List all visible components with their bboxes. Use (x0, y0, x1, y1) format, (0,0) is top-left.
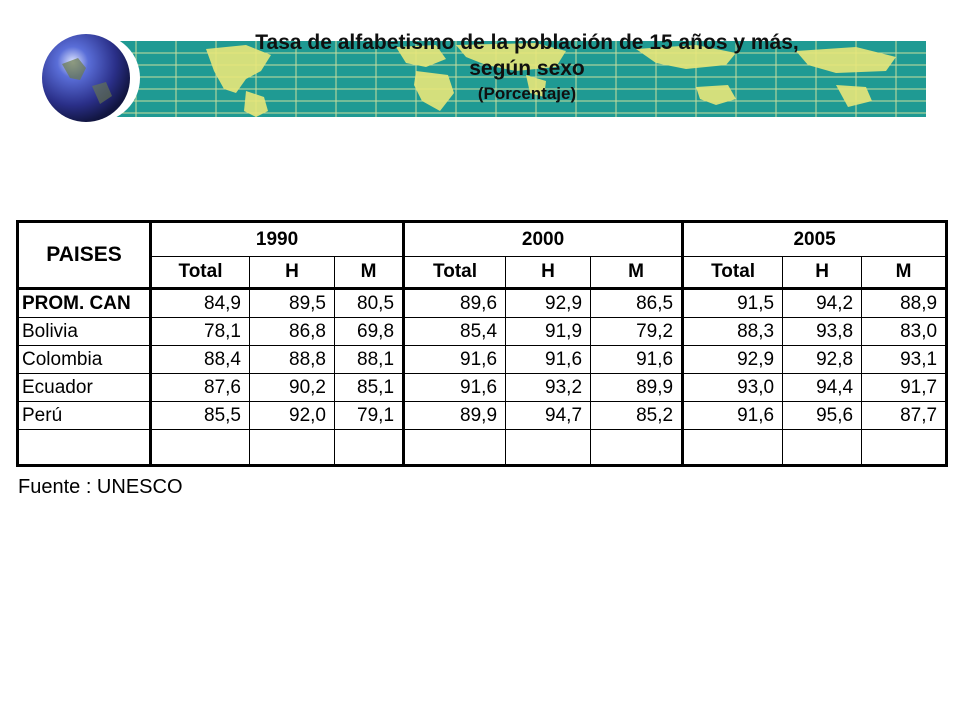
value-cell: 89,6 (405, 290, 507, 318)
empty-cell (862, 430, 945, 464)
value-cell: 91,6 (684, 402, 784, 430)
sub-header-m: M (335, 257, 406, 290)
value-cell: 88,1 (335, 346, 406, 374)
title-block: Tasa de alfabetismo de la población de 1… (112, 30, 942, 106)
country-cell: Bolivia (19, 318, 152, 346)
paises-header: PAISES (19, 223, 152, 290)
world-map-banner (96, 41, 926, 117)
sub-header-m: M (591, 257, 685, 290)
value-cell: 88,4 (152, 346, 250, 374)
country-cell: Ecuador (19, 374, 152, 402)
sub-header-h: H (250, 257, 335, 290)
year-header-2005: 2005 (684, 223, 946, 257)
value-cell: 93,0 (684, 374, 784, 402)
value-cell: 85,2 (591, 402, 685, 430)
value-cell: 93,8 (783, 318, 863, 346)
value-cell: 94,7 (506, 402, 592, 430)
value-cell: 83,0 (862, 318, 946, 346)
page-title-line2: según sexo (469, 57, 585, 80)
page-title: Tasa de alfabetismo de la población de 1… (255, 31, 799, 54)
value-cell: 94,2 (783, 290, 863, 318)
value-cell: 88,3 (684, 318, 784, 346)
empty-cell (335, 430, 406, 464)
sub-header-total: Total (405, 257, 507, 290)
value-cell: 86,5 (591, 290, 685, 318)
year-header-2000: 2000 (405, 223, 685, 257)
value-cell: 89,9 (591, 374, 685, 402)
value-cell: 90,2 (250, 374, 335, 402)
value-cell: 91,5 (684, 290, 784, 318)
sub-header-total: Total (684, 257, 784, 290)
value-cell: 88,9 (862, 290, 946, 318)
empty-cell (591, 430, 685, 464)
empty-table-row (19, 430, 945, 464)
value-cell: 84,9 (152, 290, 250, 318)
value-cell: 95,6 (783, 402, 863, 430)
country-cell: Perú (19, 402, 152, 430)
value-cell: 91,6 (405, 346, 507, 374)
value-cell: 89,9 (405, 402, 507, 430)
value-cell: 85,1 (335, 374, 406, 402)
empty-cell (405, 430, 507, 464)
value-cell: 69,8 (335, 318, 406, 346)
value-cell: 91,7 (862, 374, 946, 402)
empty-cell (152, 430, 250, 464)
value-cell: 93,1 (862, 346, 946, 374)
sub-header-row: Total H M Total H M Total H M (19, 257, 946, 290)
year-header-row: PAISES 1990 2000 2005 (19, 223, 946, 290)
country-cell: PROM. CAN (19, 290, 152, 318)
year-header-1990: 1990 (152, 223, 406, 257)
value-cell: 89,5 (250, 290, 335, 318)
value-cell: 92,9 (684, 346, 784, 374)
value-cell: 87,6 (152, 374, 250, 402)
source-note: Fuente : UNESCO (18, 476, 183, 498)
page-subtitle: (Porcentaje) (477, 84, 577, 103)
value-cell: 86,8 (250, 318, 335, 346)
table-row: Bolivia 78,1 86,8 69,8 85,4 91,9 79,2 88… (19, 318, 946, 346)
value-cell: 91,6 (591, 346, 685, 374)
sub-header-h: H (506, 257, 592, 290)
value-cell: 92,0 (250, 402, 335, 430)
value-cell: 92,9 (506, 290, 592, 318)
value-cell: 93,2 (506, 374, 592, 402)
value-cell: 79,2 (591, 318, 685, 346)
value-cell: 91,6 (405, 374, 507, 402)
sub-header-h: H (783, 257, 863, 290)
value-cell: 85,4 (405, 318, 507, 346)
table-row: PROM. CAN 84,9 89,5 80,5 89,6 92,9 86,5 … (19, 290, 946, 318)
value-cell: 91,6 (506, 346, 592, 374)
value-cell: 85,5 (152, 402, 250, 430)
empty-cell (250, 430, 335, 464)
literacy-table: PAISES 1990 2000 2005 Total H M Total H … (16, 220, 949, 467)
value-cell: 87,7 (862, 402, 946, 430)
value-cell: 80,5 (335, 290, 406, 318)
globe-icon (42, 34, 140, 122)
country-cell: Colombia (19, 346, 152, 374)
table-row: Perú 85,5 92,0 79,1 89,9 94,7 85,2 91,6 … (19, 402, 946, 430)
value-cell: 91,9 (506, 318, 592, 346)
value-cell: 78,1 (152, 318, 250, 346)
value-cell: 94,4 (783, 374, 863, 402)
sub-header-total: Total (152, 257, 250, 290)
empty-cell (506, 430, 592, 464)
table-row: Ecuador 87,6 90,2 85,1 91,6 93,2 89,9 93… (19, 374, 946, 402)
value-cell: 79,1 (335, 402, 406, 430)
sub-header-m: M (862, 257, 946, 290)
empty-cell (783, 430, 863, 464)
world-map-graphic (96, 41, 926, 117)
empty-cell (19, 430, 152, 464)
table-row: Colombia 88,4 88,8 88,1 91,6 91,6 91,6 9… (19, 346, 946, 374)
value-cell: 88,8 (250, 346, 335, 374)
empty-cell (684, 430, 784, 464)
value-cell: 92,8 (783, 346, 863, 374)
